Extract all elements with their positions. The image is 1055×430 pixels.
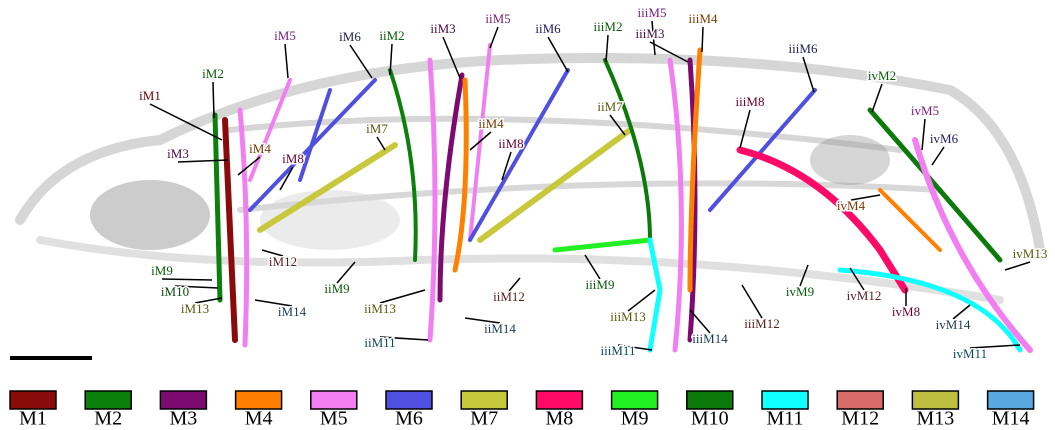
- legend-label: M1: [19, 408, 47, 430]
- muscle-label: iM2: [202, 66, 224, 81]
- muscle-label: ivM11: [953, 346, 987, 361]
- legend-swatch: [988, 391, 1034, 409]
- legend-label: M14: [992, 408, 1030, 430]
- legend-swatch: [536, 391, 582, 409]
- muscle-label: iM5: [274, 28, 296, 43]
- leader-line: [443, 37, 460, 78]
- muscle-label: iiiM3: [636, 26, 665, 41]
- figure: iM1 iM2 iM3 iM4 iM5 iM6 iiM2 iiM3 iiM5 iiM6 iiiM2 i…: [0, 0, 1055, 430]
- leader-line: [213, 82, 214, 118]
- leader-line: [932, 147, 944, 165]
- legend-label: M10: [691, 408, 729, 430]
- legend-label: M3: [170, 408, 198, 430]
- legend-label: M4: [245, 408, 273, 430]
- muscle-label: iiiM14: [692, 331, 728, 346]
- legend-swatch: [762, 391, 808, 409]
- muscle-label: ivM14: [936, 317, 971, 332]
- muscle-label: iM6: [339, 29, 361, 44]
- muscle-label: iiM3: [430, 21, 455, 36]
- muscle-label: iiM2: [379, 28, 404, 43]
- muscle-label: iiM6: [535, 21, 561, 36]
- muscle-label: iM8: [282, 151, 304, 166]
- legend-swatch: [837, 391, 883, 409]
- muscle-label: iM14: [278, 304, 307, 319]
- legend-swatch: [10, 391, 56, 409]
- muscle-label: ivM6: [930, 131, 959, 146]
- muscle-label: iiM14: [484, 321, 516, 336]
- leader-line: [490, 27, 498, 48]
- muscle-label: iM12: [269, 254, 297, 269]
- body-render: [20, 45, 1040, 350]
- muscle-label: iiM4: [478, 116, 504, 131]
- legend-label: M13: [917, 408, 955, 430]
- legend-label: M11: [766, 408, 803, 430]
- muscle-label: iM9: [151, 263, 173, 278]
- legend-label: M9: [621, 408, 649, 430]
- muscle-label: ivM8: [892, 304, 920, 319]
- legend-label: M5: [320, 408, 348, 430]
- muscle-label: iiiM13: [610, 309, 645, 324]
- muscle-label: iiM13: [364, 301, 396, 316]
- legend-swatch: [236, 391, 282, 409]
- muscle-label: iiM9: [324, 281, 349, 296]
- leader-line: [803, 57, 814, 92]
- legend-label: M8: [546, 408, 574, 430]
- muscle-label: ivM12: [847, 288, 882, 303]
- muscle-label: iiiM8: [736, 94, 765, 109]
- muscle-label: iM13: [181, 301, 209, 316]
- muscle-label: iiM5: [485, 11, 510, 26]
- legend-label: M12: [841, 408, 879, 430]
- muscle-label: ivM13: [1013, 246, 1048, 261]
- muscle-label: iiiM6: [789, 41, 818, 56]
- legend-swatch: [912, 391, 958, 409]
- leader-line: [740, 110, 750, 148]
- leader-line: [377, 137, 385, 150]
- muscle-label: ivM5: [911, 103, 939, 118]
- leader-line: [628, 290, 655, 311]
- legend-swatch: [461, 391, 507, 409]
- legend-label: M2: [94, 408, 122, 430]
- muscle-label: iiM11: [364, 335, 395, 350]
- leader-line: [1005, 262, 1030, 270]
- muscle-label: iiM8: [498, 136, 523, 151]
- leader-line: [285, 44, 288, 78]
- muscle-label: iM3: [167, 146, 189, 161]
- legend-swatch: [612, 391, 658, 409]
- legend-swatch: [386, 391, 432, 409]
- legend-swatch: [687, 391, 733, 409]
- muscle-label: iiiM12: [744, 316, 779, 331]
- muscle-label: iiiM2: [594, 19, 623, 34]
- muscle-label: ivM9: [786, 284, 814, 299]
- muscle-label: iM1: [139, 88, 161, 103]
- leader-line: [872, 84, 882, 112]
- leader-line: [162, 279, 212, 280]
- muscle-label: iiM7: [597, 99, 623, 114]
- leader-line: [742, 285, 762, 318]
- muscle-label: iiiM9: [586, 277, 615, 292]
- legend-swatch: [85, 391, 131, 409]
- leader-line: [702, 27, 703, 52]
- legend-swatch: [311, 391, 357, 409]
- muscle-label: iiiM4: [689, 11, 718, 26]
- muscle-label: ivM2: [868, 68, 896, 83]
- muscle-label: iM4: [249, 141, 271, 156]
- muscle-label: iiM12: [493, 289, 525, 304]
- muscle-label: iM10: [161, 284, 189, 299]
- muscle-label: iiiM11: [601, 343, 636, 358]
- legend-label: M7: [470, 408, 498, 430]
- muscle-label: ivM4: [837, 198, 866, 213]
- legend-label: M6: [395, 408, 423, 430]
- leader-line: [922, 119, 925, 150]
- muscle-label: iM7: [366, 121, 388, 136]
- legend-swatch: [160, 391, 206, 409]
- muscle-label: iiiM5: [638, 5, 667, 20]
